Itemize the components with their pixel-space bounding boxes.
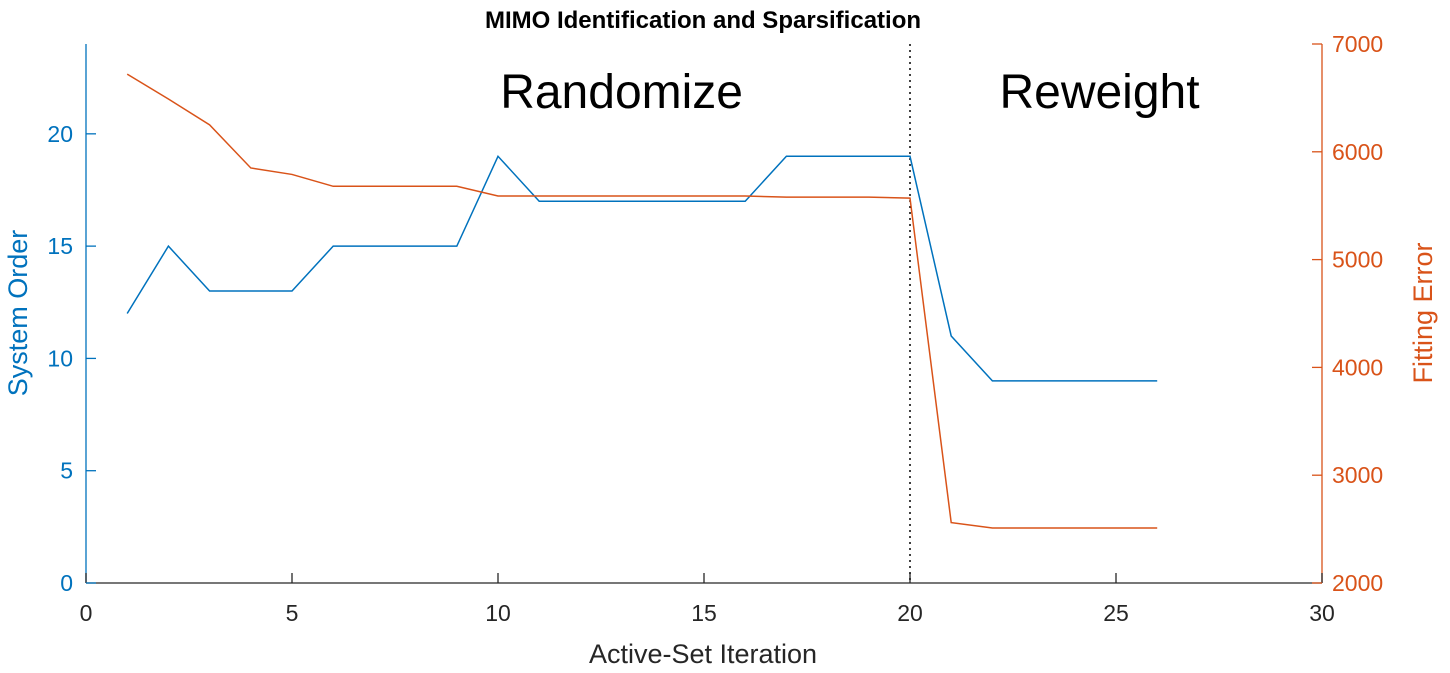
x-tick-label: 5: [286, 600, 299, 626]
y-right-tick-label: 7000: [1332, 31, 1383, 57]
region-label-reweight: Reweight: [999, 66, 1199, 119]
y-left-tick-label: 20: [47, 121, 73, 147]
x-tick-label: 0: [80, 600, 93, 626]
y-axis-left-label: System Order: [3, 230, 33, 397]
x-tick-label: 15: [691, 600, 717, 626]
y-right-tick-label: 2000: [1332, 570, 1383, 596]
x-tick-label: 30: [1309, 600, 1335, 626]
y-left-tick-label: 15: [47, 233, 73, 259]
plot-area: 0 5 10 15 20 25 30 0 5 10 15 20 2000 3000 4000 5000 6000…: [47, 31, 1383, 626]
y-right-tick-label: 4000: [1332, 354, 1383, 380]
y-right-tick-label: 6000: [1332, 139, 1383, 165]
y-left-tick-label: 10: [47, 345, 73, 371]
y-right-tick-label: 3000: [1332, 462, 1383, 488]
system-order-line: [126, 154, 1158, 382]
x-axis-label: Active-Set Iteration: [589, 639, 817, 669]
x-tick-label: 20: [897, 600, 923, 626]
y-left-tick-label: 0: [60, 570, 73, 596]
x-tick-label: 25: [1103, 600, 1129, 626]
fitting-error-line: [126, 73, 1158, 529]
x-tick-label: 10: [485, 600, 511, 626]
region-label-randomize: Randomize: [500, 66, 743, 119]
y-right-tick-label: 5000: [1332, 247, 1383, 273]
y-left-tick-label: 5: [60, 458, 73, 484]
chart-title: MIMO Identification and Sparsification: [485, 7, 921, 34]
y-axis-right-label: Fitting Error: [1408, 242, 1438, 383]
